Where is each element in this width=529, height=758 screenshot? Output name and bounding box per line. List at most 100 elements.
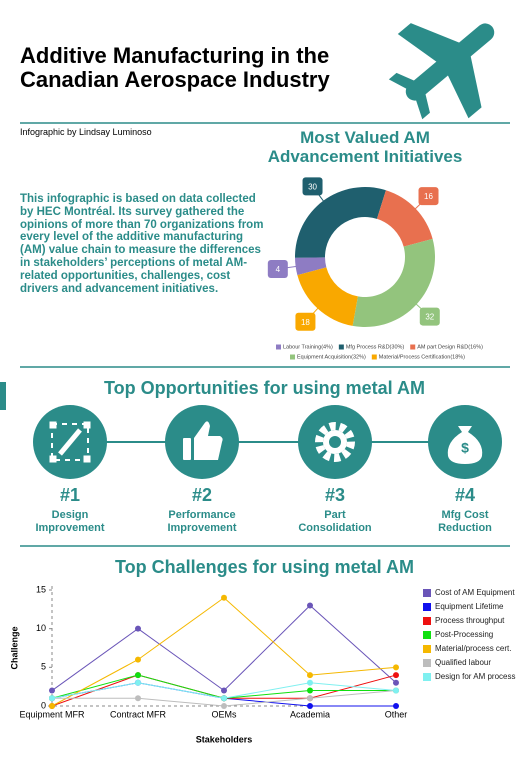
- opportunity: #1 Design Improvement: [15, 485, 125, 535]
- x-tick-label: OEMs: [211, 709, 237, 719]
- point: [135, 679, 141, 686]
- point: [393, 664, 399, 671]
- x-tick-label: Academia: [290, 709, 330, 719]
- point: [393, 679, 399, 686]
- callout-box: [302, 177, 323, 196]
- donut-slice: [376, 190, 433, 247]
- chart-title: Most Valued AM Advancement Initiatives: [267, 128, 463, 166]
- x-tick-label: Equipment MFR: [19, 709, 85, 719]
- x-tick-label: Contract MFR: [110, 709, 167, 719]
- point: [307, 602, 313, 609]
- point: [49, 703, 55, 709]
- opportunity: #3 Part Consolidation: [280, 485, 390, 535]
- legend-label: AM part Design R&D(16%): [417, 344, 483, 350]
- point: [135, 656, 141, 663]
- legend-label: Qualified labour: [435, 658, 491, 667]
- point: [221, 594, 227, 601]
- point: [135, 695, 141, 702]
- section-title: Top Opportunities for using metal AM: [104, 378, 425, 398]
- y-tick-label: 15: [36, 584, 46, 594]
- legend-label: Equipment Acquisition(32%): [297, 354, 366, 360]
- donut-slice: [297, 267, 358, 326]
- value-label: 4: [276, 265, 281, 274]
- legend-label: Design for AM process: [435, 672, 515, 681]
- point: [49, 687, 55, 694]
- point: [221, 687, 227, 694]
- chart-title: Top Challenges for using metal AM: [114, 557, 415, 577]
- y-tick-label: 5: [41, 662, 46, 672]
- donut-slice: [295, 187, 386, 258]
- rank: #1: [59, 485, 81, 505]
- label: Part Consolidation: [298, 509, 372, 534]
- point: [393, 687, 399, 694]
- legend-swatch: [423, 631, 431, 639]
- legend-label: Labour Training(4%): [283, 344, 333, 350]
- x-axis-label: Stakeholders: [196, 734, 253, 744]
- point: [307, 679, 313, 686]
- legend-label: Cost of AM Equipment: [435, 588, 515, 597]
- point: [393, 703, 399, 709]
- legend-swatch: [276, 344, 281, 350]
- point: [221, 703, 227, 709]
- design-icon: [49, 421, 91, 463]
- legend-swatch: [423, 617, 431, 625]
- page-title: Additive Manufacturing in the Canadian A…: [20, 43, 330, 92]
- airplane-icon: [388, 23, 495, 120]
- callout-box: [267, 259, 288, 278]
- value-label: 18: [301, 318, 310, 327]
- donut-slice: [295, 257, 327, 276]
- point: [307, 695, 313, 702]
- legend-swatch: [423, 603, 431, 611]
- byline: Infographic by Lindsay Luminoso: [20, 127, 152, 137]
- thumbs-up-icon: [183, 421, 223, 460]
- point: [221, 695, 227, 702]
- y-tick-label: 0: [41, 700, 46, 710]
- label: Performance Improvement: [167, 509, 237, 534]
- legend-swatch: [423, 645, 431, 653]
- gear-icon: [315, 422, 355, 462]
- point: [393, 672, 399, 679]
- value-label: 16: [424, 192, 433, 201]
- label: Mfg Cost Reduction: [438, 509, 492, 534]
- value-label: 30: [308, 182, 317, 191]
- rank: #4: [454, 485, 476, 505]
- legend-label: Material/process cert.: [435, 644, 511, 653]
- point: [49, 695, 55, 702]
- y-tick-label: 10: [36, 623, 46, 633]
- rank: #3: [324, 485, 346, 505]
- point: [135, 625, 141, 632]
- legend-swatch: [423, 673, 431, 681]
- point: [135, 672, 141, 679]
- point: [307, 687, 313, 694]
- legend-label: Process throughput: [435, 616, 505, 625]
- callout-box: [295, 312, 316, 331]
- legend-swatch: [423, 589, 431, 597]
- legend-swatch: [410, 344, 416, 350]
- callout-box: [418, 187, 439, 206]
- donut-slice: [352, 238, 435, 327]
- legend-label: Mfg Process R&D(30%): [346, 344, 405, 350]
- label: Design Improvement: [35, 509, 105, 534]
- legend-swatch: [290, 354, 295, 360]
- legend-swatch: [371, 354, 377, 360]
- point: [307, 703, 313, 709]
- point: [307, 672, 313, 679]
- rank: #2: [191, 485, 213, 505]
- svg-text:$: $: [461, 440, 469, 456]
- money-bag-icon: $: [447, 426, 483, 464]
- legend-swatch: [423, 659, 431, 667]
- opportunity: #4 Mfg Cost Reduction: [410, 485, 520, 535]
- intro-text: This infographic is based on data collec…: [20, 193, 264, 295]
- legend-label: Material/Process Certification(18%): [379, 354, 465, 360]
- callout-box: [419, 307, 440, 326]
- side-tab: [0, 382, 6, 410]
- legend-swatch: [338, 344, 344, 350]
- x-tick-label: Other: [385, 709, 408, 719]
- value-label: 32: [425, 313, 434, 322]
- legend-label: Equipment Lifetime: [435, 602, 504, 611]
- y-axis-label: Challenge: [9, 626, 19, 669]
- legend-label: Post-Processing: [435, 630, 493, 639]
- opportunity: #2 Performance Improvement: [147, 485, 257, 535]
